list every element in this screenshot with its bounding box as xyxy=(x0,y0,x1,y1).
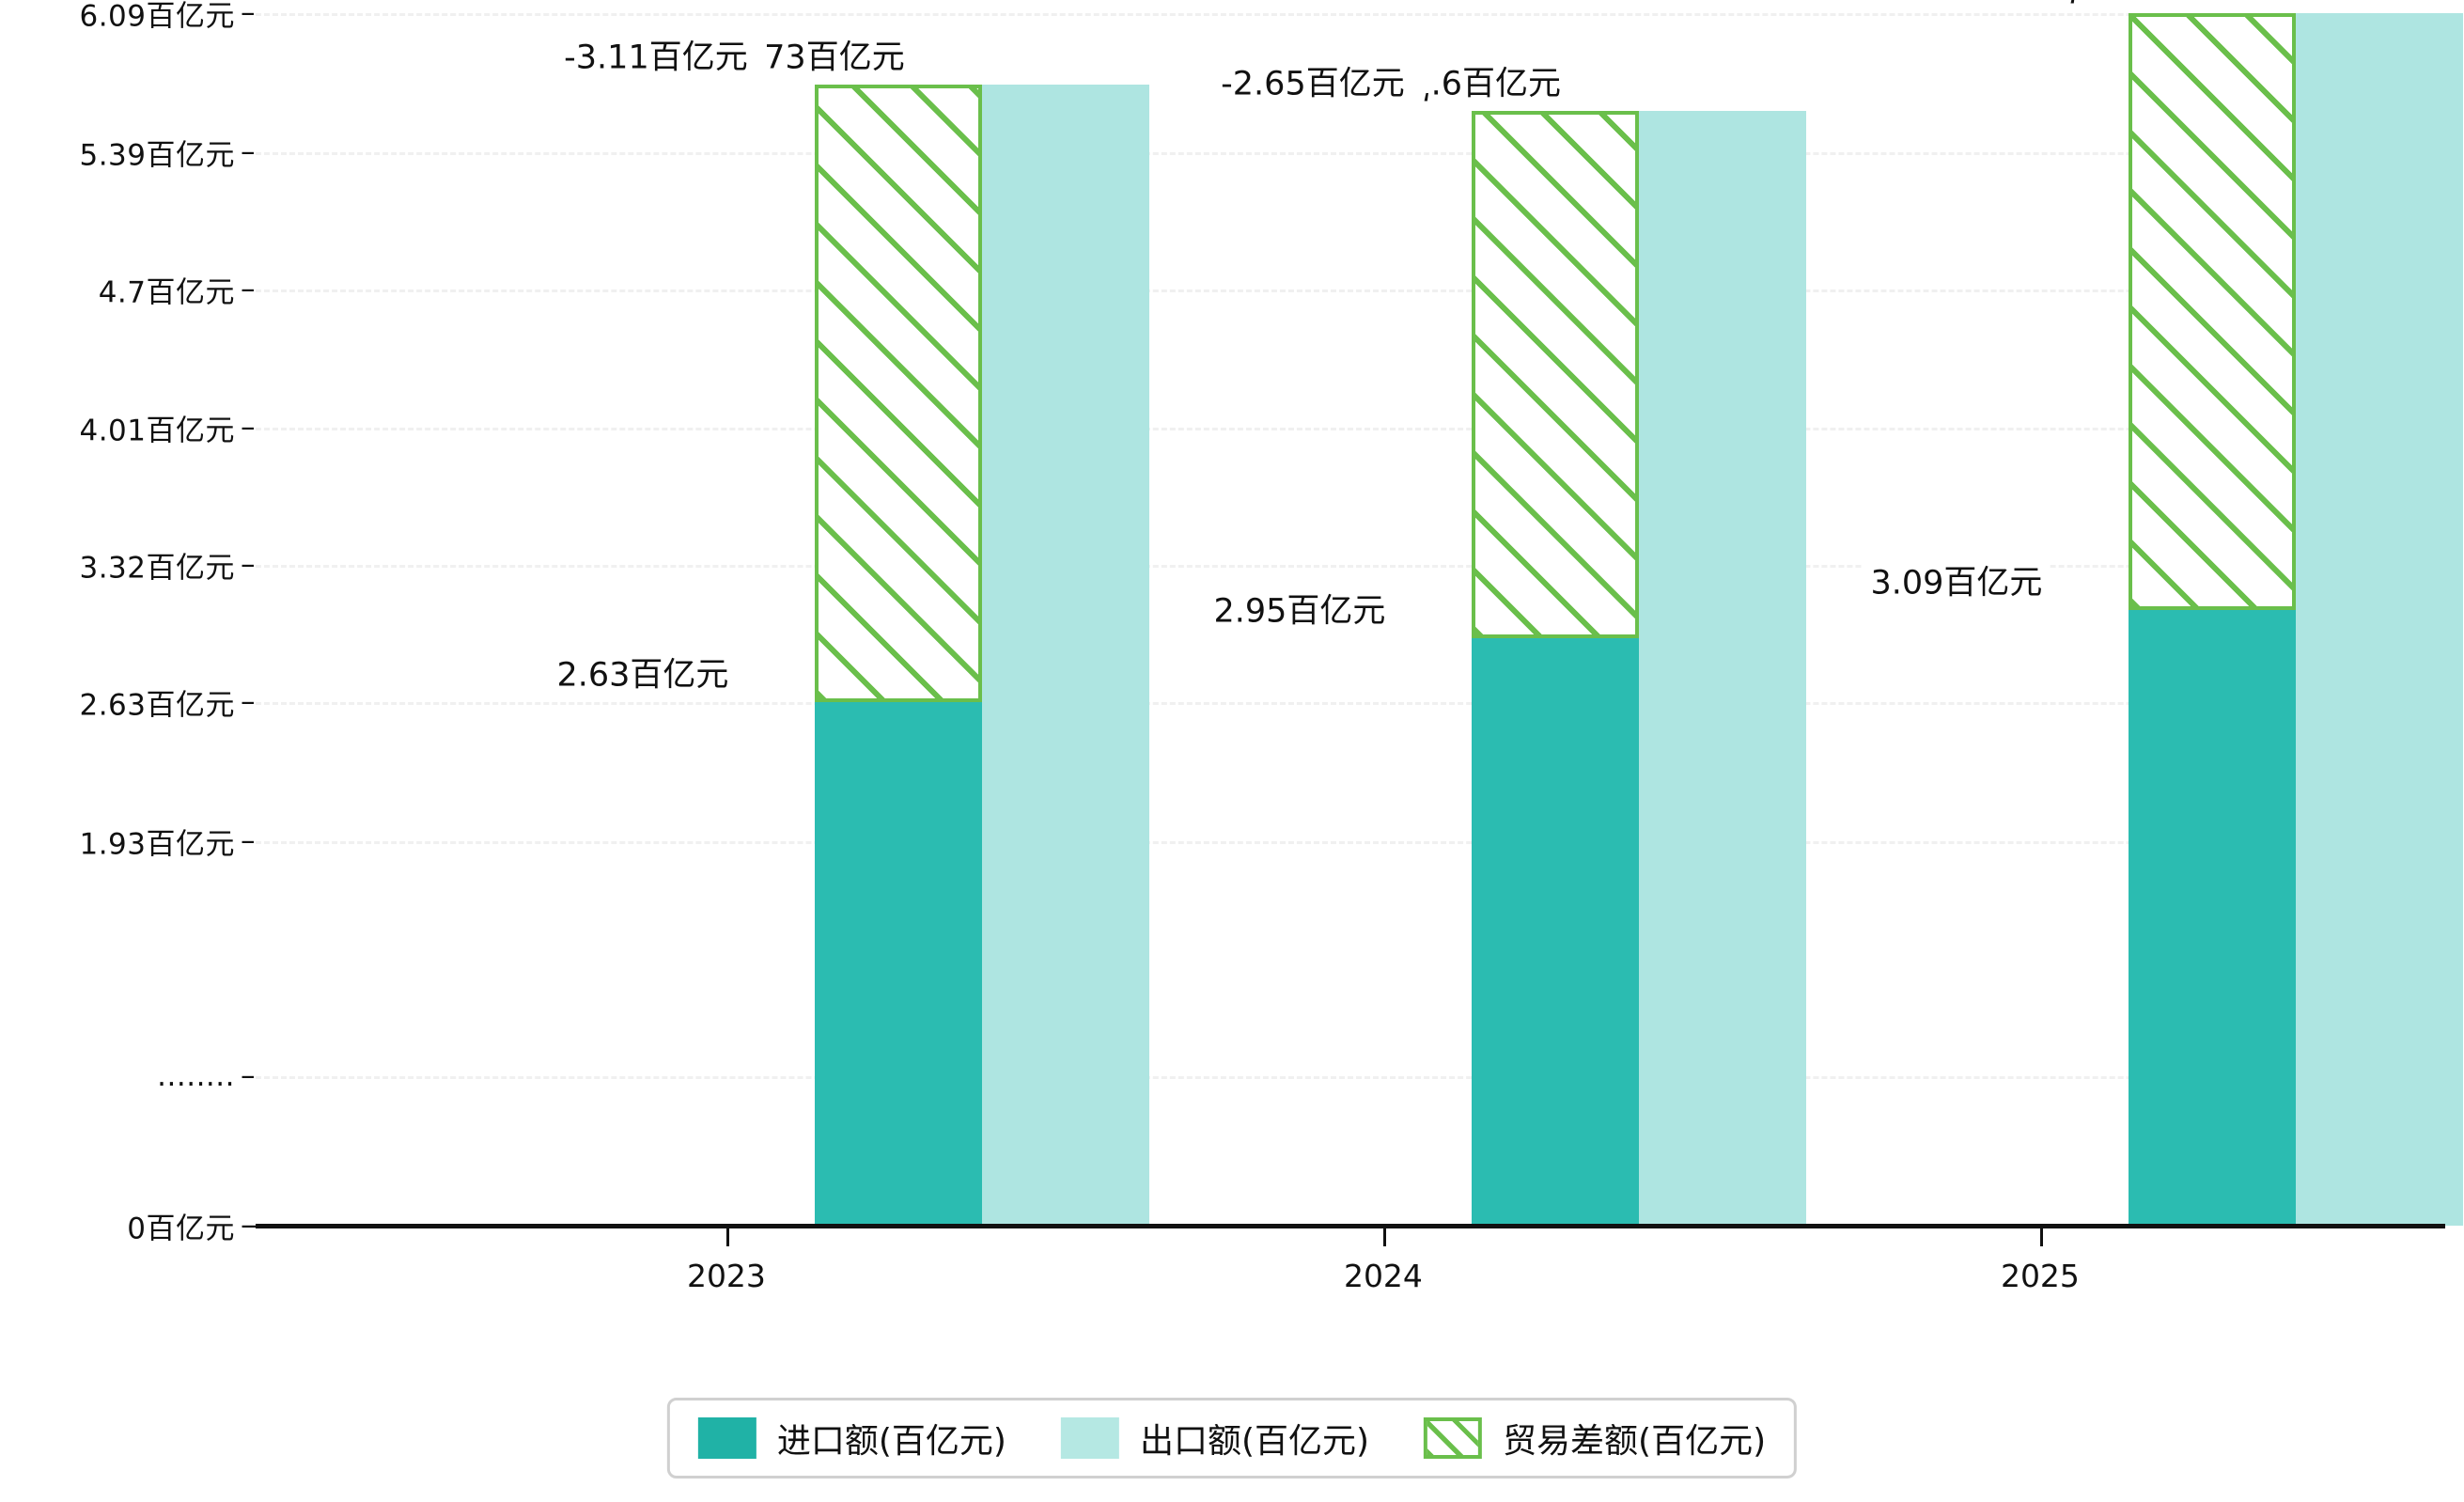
gridline xyxy=(256,289,2445,293)
bar-export-2024[interactable] xyxy=(1638,110,1806,1226)
gridline xyxy=(256,152,2445,156)
bar-trade-diff-2023[interactable] xyxy=(814,85,982,702)
legend-item-import[interactable]: 进口额(百亿元) xyxy=(697,1414,1006,1463)
legend-item-trade-diff[interactable]: 贸易差额(百亿元) xyxy=(1424,1414,1766,1463)
legend-label-import: 进口额(百亿元) xyxy=(776,1422,1006,1461)
y-axis-tick-label: 2.63百亿元 xyxy=(79,688,235,723)
y-axis-tick-label: 5.39百亿元 xyxy=(79,138,235,173)
y-axis-tick-mark: – xyxy=(241,0,256,30)
gridline xyxy=(256,427,2445,430)
y-axis-label-group: 0百亿元........ 1.93百亿元 2.63百亿元 3.32百亿元 4.01百亿元… xyxy=(0,0,235,1502)
x-tick-mark xyxy=(2039,1226,2043,1246)
x-tick-mark xyxy=(1382,1226,1386,1246)
y-axis-tick-label: 6.09百亿元 xyxy=(79,0,235,34)
legend-item-export[interactable]: 出口额(百亿元) xyxy=(1060,1414,1370,1463)
y-axis-tick-mark: – xyxy=(241,134,256,169)
y-axis-tick-label: 4.01百亿元 xyxy=(79,414,235,448)
y-axis-tick-mark: – xyxy=(241,684,256,719)
y-axis-tick-label: 0百亿元 xyxy=(127,1212,235,1246)
bar-import-2024[interactable] xyxy=(1471,638,1639,1226)
bar-export-2025[interactable] xyxy=(2295,13,2463,1226)
chart-legend[interactable]: 进口额(百亿元) 出口额(百亿元) 贸易差额(百亿元) xyxy=(666,1398,1798,1479)
y-axis-tick-mark: – xyxy=(241,272,256,306)
import-swatch-icon xyxy=(697,1417,756,1459)
value-label-export-2025: ͵.09百亿元 xyxy=(2060,0,2237,9)
bar-trade-diff-2024[interactable] xyxy=(1471,110,1639,639)
value-label-import-2025: 3.09百亿元 xyxy=(1863,562,2051,607)
x-axis-line xyxy=(256,1224,2445,1228)
value-label-trade-diff-2023: -3.11百亿元 xyxy=(556,37,756,82)
bar-import-2023[interactable] xyxy=(814,701,982,1226)
value-label-export-2024: ͵.6百亿元 xyxy=(1413,63,1569,107)
gridline xyxy=(256,841,2445,845)
gridline xyxy=(256,1076,2445,1080)
y-axis-tick-mark: – xyxy=(241,1058,256,1093)
x-axis-tick-label-2023: 2023 xyxy=(686,1258,766,1294)
plot-area xyxy=(256,13,2463,1226)
y-axis-tick-label: ........ xyxy=(157,1059,235,1094)
value-label-trade-diff-2025: -3.0百亿元 xyxy=(1880,0,2059,9)
y-axis-tick-label: 1.93百亿元 xyxy=(79,827,235,862)
y-axis-tick-mark: – xyxy=(241,547,256,582)
gridline xyxy=(256,564,2445,568)
y-axis-tick-mark: – xyxy=(241,823,256,858)
legend-label-export: 出口额(百亿元) xyxy=(1139,1422,1370,1461)
y-axis-tick-mark: — xyxy=(241,1208,270,1243)
diff-hatch-swatch-icon xyxy=(1424,1417,1483,1459)
x-axis-tick-label-2024: 2024 xyxy=(1343,1258,1423,1294)
value-label-import-2024: 2.95百亿元 xyxy=(1206,590,1394,635)
bar-export-2023[interactable] xyxy=(981,85,1149,1226)
gridline xyxy=(256,701,2445,705)
legend-label-trade-diff: 贸易差额(百亿元) xyxy=(1503,1422,1767,1461)
bar-trade-diff-2025[interactable] xyxy=(2128,13,2296,611)
value-label-trade-diff-2024: -2.65百亿元 xyxy=(1213,63,1412,107)
value-label-import-2023: 2.63百亿元 xyxy=(549,654,737,698)
y-axis-tick-label: 3.32百亿元 xyxy=(79,551,235,586)
gridline xyxy=(256,13,2445,16)
export-swatch-icon xyxy=(1060,1417,1119,1459)
x-tick-mark xyxy=(725,1226,729,1246)
x-axis-tick-label-2025: 2025 xyxy=(2000,1258,2080,1294)
y-axis-tick-mark: – xyxy=(241,410,256,445)
value-label-export-2023: 73百亿元 xyxy=(756,37,912,82)
y-axis-tick-label: 4.7百亿元 xyxy=(98,275,235,310)
bar-import-2025[interactable] xyxy=(2128,610,2296,1226)
